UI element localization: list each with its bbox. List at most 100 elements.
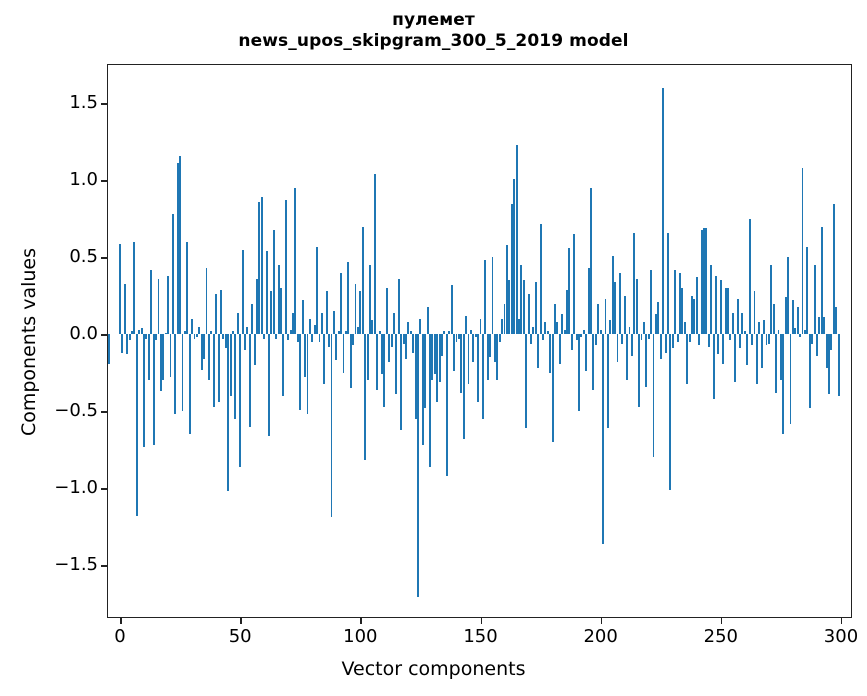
bar bbox=[575, 334, 578, 341]
bar bbox=[164, 332, 167, 335]
bar bbox=[568, 248, 571, 335]
bar bbox=[746, 334, 749, 366]
bar bbox=[272, 229, 275, 335]
bar bbox=[119, 243, 121, 335]
bar bbox=[417, 334, 419, 598]
bar bbox=[289, 329, 292, 335]
bar bbox=[465, 315, 468, 335]
x-tick-mark bbox=[720, 617, 723, 624]
bar bbox=[784, 297, 787, 335]
bar bbox=[570, 334, 573, 350]
bar bbox=[707, 334, 710, 347]
bar bbox=[498, 334, 501, 342]
bar bbox=[522, 280, 525, 335]
bar bbox=[323, 334, 326, 384]
bar bbox=[664, 334, 667, 353]
bar bbox=[455, 334, 458, 342]
bar bbox=[385, 288, 388, 335]
bar bbox=[611, 255, 614, 335]
bar bbox=[650, 269, 653, 335]
bar bbox=[328, 334, 331, 347]
bar bbox=[320, 312, 323, 335]
bar bbox=[551, 334, 554, 443]
bar bbox=[174, 334, 177, 415]
bar bbox=[159, 334, 162, 392]
bar bbox=[453, 334, 456, 372]
bar bbox=[131, 331, 133, 335]
x-tick-label: 0 bbox=[114, 626, 126, 647]
bar bbox=[203, 334, 206, 359]
bar bbox=[815, 334, 818, 356]
bar bbox=[277, 265, 280, 335]
bar bbox=[368, 265, 371, 335]
x-tick-mark bbox=[600, 617, 603, 624]
bar bbox=[700, 229, 703, 335]
bars-container bbox=[108, 65, 851, 617]
bar bbox=[224, 334, 227, 349]
bar bbox=[256, 278, 258, 335]
bar bbox=[169, 334, 172, 378]
bar bbox=[597, 303, 600, 335]
bar bbox=[239, 334, 242, 467]
bar bbox=[748, 218, 751, 335]
bar bbox=[818, 317, 821, 335]
bar bbox=[503, 303, 506, 335]
bar bbox=[710, 265, 713, 335]
bar bbox=[409, 331, 412, 335]
bar bbox=[376, 334, 379, 390]
bar bbox=[179, 155, 182, 335]
bar bbox=[241, 249, 244, 335]
bar bbox=[755, 334, 758, 384]
bar bbox=[561, 314, 564, 335]
bar bbox=[316, 246, 319, 335]
bar bbox=[662, 88, 665, 335]
bar bbox=[616, 334, 619, 362]
x-tick-label: 300 bbox=[823, 626, 859, 647]
bar bbox=[419, 318, 422, 335]
bar bbox=[138, 329, 141, 335]
bar bbox=[152, 334, 155, 446]
bar bbox=[623, 295, 626, 335]
bar bbox=[791, 300, 794, 335]
bar bbox=[770, 265, 773, 335]
bar bbox=[260, 197, 263, 335]
bar bbox=[830, 334, 833, 350]
bar bbox=[549, 334, 552, 373]
bar bbox=[669, 334, 672, 490]
bar bbox=[205, 268, 208, 335]
bar bbox=[128, 334, 131, 341]
bar bbox=[308, 318, 311, 335]
bar bbox=[782, 334, 785, 435]
bar bbox=[474, 334, 477, 338]
bar bbox=[640, 334, 643, 341]
bar bbox=[731, 312, 734, 335]
bar bbox=[587, 268, 590, 335]
bar bbox=[741, 312, 744, 335]
x-tick-mark bbox=[240, 617, 242, 624]
bar bbox=[628, 326, 631, 335]
bar bbox=[162, 334, 165, 381]
bar bbox=[513, 178, 516, 335]
bar bbox=[546, 331, 549, 335]
bar bbox=[484, 260, 487, 335]
bar bbox=[683, 321, 686, 335]
bar bbox=[429, 334, 431, 467]
bar bbox=[765, 334, 768, 346]
bar bbox=[200, 334, 203, 370]
y-tick-label: −1.5 bbox=[54, 554, 98, 576]
bar bbox=[210, 331, 213, 335]
bar bbox=[688, 334, 691, 342]
bar bbox=[236, 312, 239, 335]
bar bbox=[705, 228, 708, 335]
bar bbox=[515, 145, 518, 335]
bar bbox=[578, 334, 580, 412]
bar bbox=[431, 334, 434, 381]
bar bbox=[825, 334, 828, 369]
bar bbox=[157, 278, 160, 335]
bar bbox=[517, 318, 520, 335]
bar bbox=[493, 334, 496, 362]
bar bbox=[582, 329, 585, 335]
bar bbox=[457, 334, 460, 339]
bar bbox=[695, 277, 698, 335]
bar bbox=[703, 228, 705, 335]
